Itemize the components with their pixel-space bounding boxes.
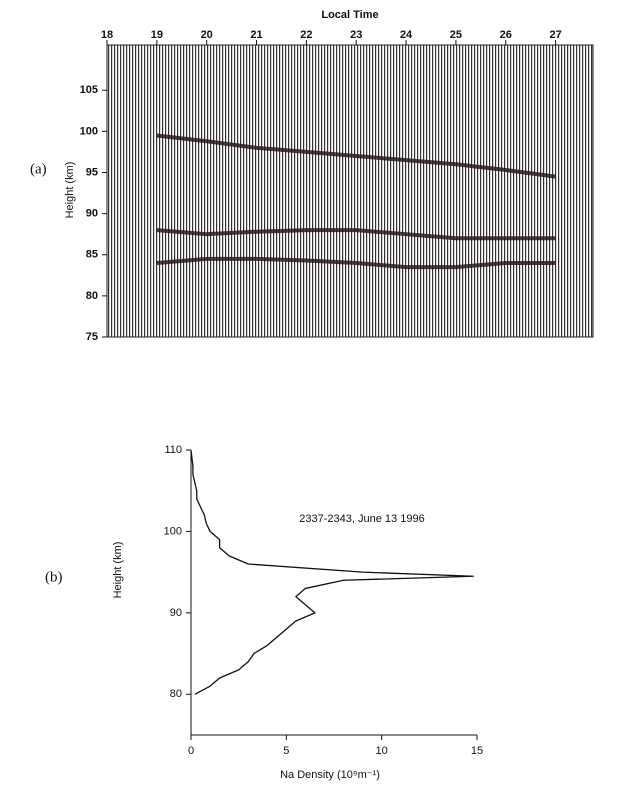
- x-tick-label: 5: [283, 745, 289, 757]
- y-tick-label: 100: [164, 525, 182, 537]
- y-tick-label: 100: [80, 125, 98, 137]
- x-tick-label: 22: [300, 29, 312, 41]
- data-line: [156, 228, 556, 241]
- y-tick-label: 105: [80, 84, 98, 96]
- y-tick-label: 90: [86, 208, 98, 220]
- y-tick-label: 110: [164, 444, 182, 456]
- x-tick-label: 24: [400, 29, 413, 41]
- x-tick-label: 20: [201, 29, 213, 41]
- data-line: [190, 449, 474, 695]
- annotation: 2337-2343, June 13 1996: [299, 513, 424, 525]
- x-tick-label: 26: [500, 29, 512, 41]
- x-tick-label: 10: [376, 745, 388, 757]
- y-tick-label: 80: [86, 290, 98, 302]
- x-tick-label: 27: [549, 29, 561, 41]
- chart-title: Local Time: [321, 9, 378, 21]
- data-line: [156, 133, 556, 179]
- y-tick-label: 80: [170, 688, 182, 700]
- y-tick-label: 75: [86, 331, 98, 343]
- y-axis-label: Height (km): [64, 162, 76, 219]
- y-tick-label: 95: [86, 166, 98, 178]
- x-tick-label: 25: [450, 29, 462, 41]
- y-tick-label: 85: [86, 249, 98, 261]
- x-tick-label: 15: [471, 745, 483, 757]
- x-tick-label: 0: [188, 745, 194, 757]
- panel-label: (a): [30, 161, 47, 177]
- x-tick-label: 23: [350, 29, 362, 41]
- x-axis-label: Na Density (10⁹m⁻¹): [280, 769, 380, 781]
- data-line: [156, 256, 556, 270]
- x-tick-label: 21: [250, 29, 262, 41]
- y-tick-label: 90: [170, 607, 182, 619]
- x-tick-label: 19: [151, 29, 163, 41]
- x-tick-label: 18: [101, 29, 113, 41]
- panel-label: (b): [45, 569, 63, 585]
- profile-background: [106, 44, 594, 338]
- y-axis-label: Height (km): [112, 542, 124, 599]
